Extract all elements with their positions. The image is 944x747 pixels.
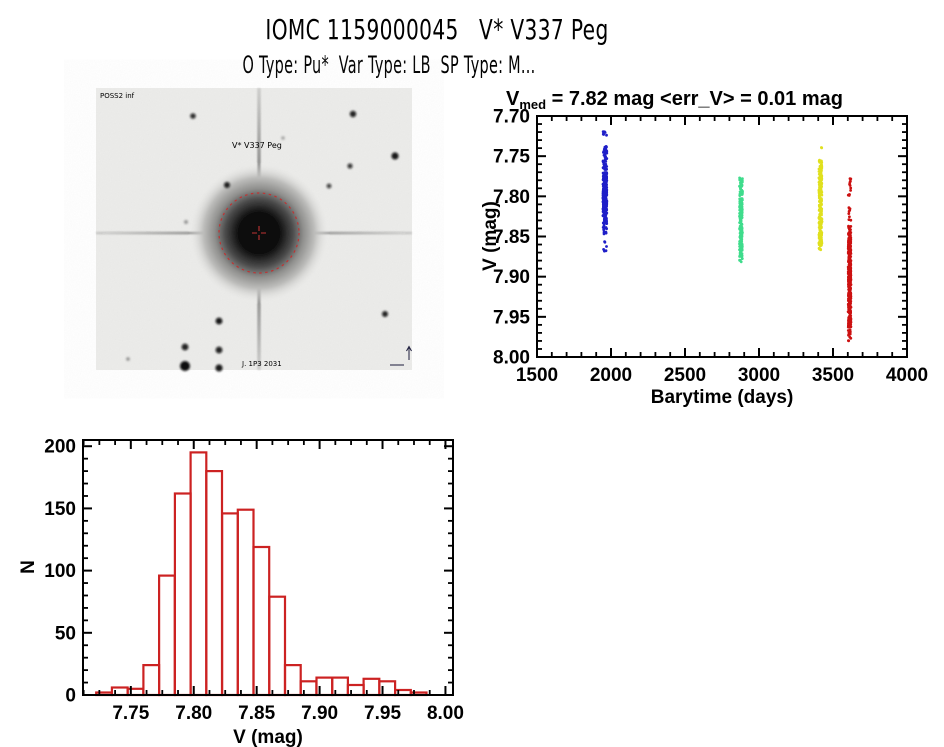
histogram-y-axis-label: N bbox=[18, 560, 39, 574]
tick-label: 7.90 bbox=[301, 703, 338, 724]
histogram-bar bbox=[189, 451, 208, 697]
field-star bbox=[215, 317, 223, 325]
target-annotations: V* V337 Peg POSS2 inf J. 1P3 2031 bbox=[100, 92, 300, 368]
field-star bbox=[382, 311, 388, 317]
histogram-bar bbox=[158, 574, 176, 697]
tick-label: 100 bbox=[44, 561, 76, 582]
coords-label: J. 1P3 2031 bbox=[241, 360, 282, 368]
tick-label: 7.75 bbox=[493, 147, 530, 168]
tick-label: 1500 bbox=[516, 365, 558, 386]
lightcurve-tick-labels: 1500 2000 2500 3000 3500 4000 7.70 7.75 7.80 7.85… bbox=[493, 107, 928, 387]
lightcurve-points bbox=[601, 130, 853, 343]
tick-label: 50 bbox=[55, 623, 76, 644]
page-title: IOMC 1159000045 V* V337 Peg bbox=[265, 13, 609, 46]
histogram-bar bbox=[221, 512, 239, 697]
tick-label: 8.00 bbox=[493, 348, 530, 369]
field-star bbox=[181, 343, 189, 351]
tick-label: 4000 bbox=[886, 365, 928, 386]
lightcurve-title: Vmed = 7.82 mag <err_V> = 0.01 mag bbox=[506, 88, 843, 112]
tick-label: 200 bbox=[44, 437, 76, 458]
tick-label: 7.90 bbox=[493, 267, 530, 288]
tick-label: 7.70 bbox=[493, 107, 530, 128]
lightcurve-series-epoch-4 bbox=[846, 177, 853, 343]
tick-label: 0 bbox=[65, 686, 76, 707]
lightcurve-plot: Vmed = 7.82 mag <err_V> = 0.01 mag 1500 2… bbox=[480, 88, 928, 408]
histogram-bar bbox=[173, 492, 192, 697]
field-stars bbox=[126, 110, 399, 372]
tick-label: 7.95 bbox=[364, 703, 401, 724]
lightcurve-series-epoch-1 bbox=[601, 130, 609, 253]
field-star bbox=[126, 357, 130, 361]
field-star bbox=[347, 163, 353, 169]
histogram-plot: 7.75 7.80 7.85 7.90 7.95 8.00 0 50 100 150 200 V (… bbox=[18, 437, 464, 747]
target-crosshair-icon bbox=[252, 226, 266, 240]
tick-label: 2000 bbox=[590, 365, 632, 386]
aperture-circle bbox=[218, 192, 300, 274]
field-star bbox=[349, 110, 357, 118]
lightcurve-y-axis-label: V (mag) bbox=[480, 201, 501, 271]
tick-label: 2500 bbox=[664, 365, 706, 386]
field-star bbox=[326, 183, 332, 189]
histogram-x-axis-label: V (mag) bbox=[233, 727, 303, 747]
tick-label: 7.80 bbox=[493, 187, 530, 208]
field-star bbox=[180, 361, 190, 371]
histogram-axes bbox=[82, 439, 454, 696]
tick-label: 7.80 bbox=[175, 703, 212, 724]
field-star bbox=[281, 136, 285, 140]
compass-north-icon bbox=[390, 345, 412, 366]
tick-label: 8.00 bbox=[427, 703, 464, 724]
field-star bbox=[224, 182, 230, 188]
lightcurve-series-epoch-3 bbox=[817, 146, 824, 252]
field-star bbox=[190, 113, 196, 119]
histogram-bar bbox=[236, 508, 255, 697]
target-label: V* V337 Peg bbox=[232, 141, 282, 150]
tick-label: 7.75 bbox=[112, 703, 149, 724]
finder-chart: V* V337 Peg POSS2 inf J. 1P3 2031 bbox=[96, 88, 412, 372]
field-star bbox=[215, 364, 223, 372]
histogram-bar bbox=[268, 595, 287, 697]
lightcurve-x-axis-label: Barytime (days) bbox=[651, 387, 794, 408]
histogram-bars bbox=[95, 451, 428, 697]
tick-label: 7.85 bbox=[493, 227, 530, 248]
tick-label: 7.95 bbox=[493, 307, 530, 328]
tick-label: 3500 bbox=[812, 365, 854, 386]
histogram-tick-labels: 7.75 7.80 7.85 7.90 7.95 8.00 0 50 100 150 200 bbox=[44, 437, 464, 724]
lightcurve-axes bbox=[536, 115, 908, 358]
field-star bbox=[391, 152, 399, 160]
target-star-halo bbox=[189, 163, 329, 303]
page-subtitle: O Type: Pu* Var Type: LB SP Type: M... bbox=[242, 51, 536, 79]
lightcurve-series-epoch-2 bbox=[738, 176, 744, 264]
survey-label: POSS2 inf bbox=[100, 92, 135, 100]
tick-label: 7.85 bbox=[238, 703, 275, 724]
tick-label: 3000 bbox=[738, 365, 780, 386]
field-star bbox=[184, 220, 188, 224]
field-star bbox=[215, 346, 223, 354]
histogram-bar bbox=[205, 469, 224, 697]
tick-label: 150 bbox=[44, 499, 76, 520]
histogram-bar bbox=[252, 545, 271, 697]
